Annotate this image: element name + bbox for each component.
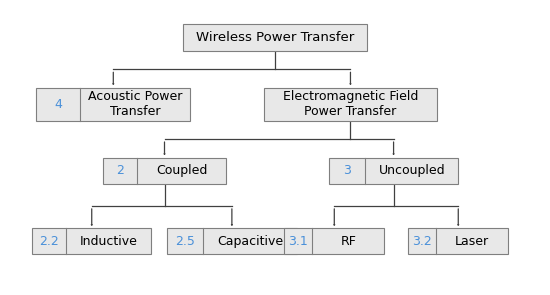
Bar bbox=[32, 228, 151, 255]
Text: Inductive: Inductive bbox=[79, 235, 138, 248]
Text: Laser: Laser bbox=[455, 235, 490, 248]
Text: 3: 3 bbox=[343, 164, 351, 177]
Text: 2.2: 2.2 bbox=[39, 235, 59, 248]
Text: 4: 4 bbox=[54, 98, 62, 111]
Text: Wireless Power Transfer: Wireless Power Transfer bbox=[196, 31, 354, 44]
Text: 2: 2 bbox=[116, 164, 124, 177]
Text: Acoustic Power
Transfer: Acoustic Power Transfer bbox=[87, 90, 182, 118]
Text: RF: RF bbox=[340, 235, 356, 248]
Bar bbox=[183, 24, 367, 51]
Bar bbox=[329, 158, 458, 183]
Text: 2.5: 2.5 bbox=[175, 235, 195, 248]
Bar bbox=[284, 228, 384, 255]
Text: Capacitive: Capacitive bbox=[217, 235, 283, 248]
Text: 3.2: 3.2 bbox=[412, 235, 432, 248]
Bar bbox=[264, 88, 437, 121]
Text: 3.1: 3.1 bbox=[289, 235, 308, 248]
Bar bbox=[167, 228, 296, 255]
Bar bbox=[102, 158, 227, 183]
Text: Uncoupled: Uncoupled bbox=[378, 164, 445, 177]
Bar bbox=[409, 228, 508, 255]
Text: Electromagnetic Field
Power Transfer: Electromagnetic Field Power Transfer bbox=[283, 90, 418, 118]
Bar bbox=[36, 88, 190, 121]
Text: Coupled: Coupled bbox=[156, 164, 207, 177]
